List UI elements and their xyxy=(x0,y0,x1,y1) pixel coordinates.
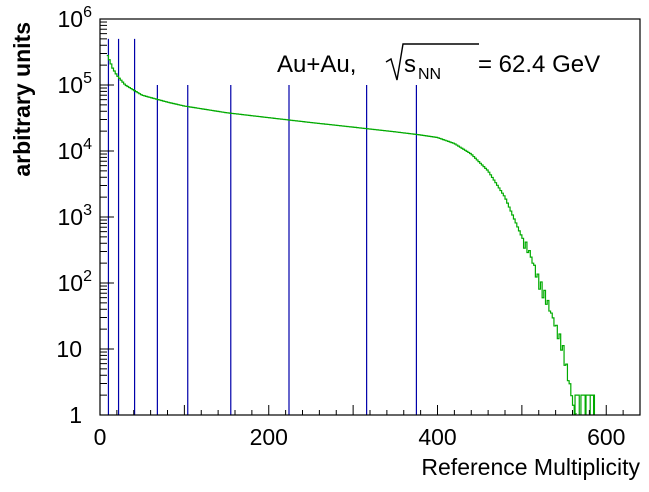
plot-frame xyxy=(99,18,641,416)
multiplicity-distribution-line xyxy=(106,54,578,416)
x-tick-label: 600 xyxy=(587,424,625,450)
x-axis-label: Reference Multiplicity xyxy=(421,454,640,480)
annotation-subscript: NN xyxy=(418,66,441,83)
annotation-suffix: = 62.4 GeV xyxy=(478,51,600,78)
y-tick-label: 10 xyxy=(56,336,82,362)
centrality-cut-lines xyxy=(107,38,418,415)
svg-text:NN: NN xyxy=(418,66,441,83)
svg-text:= 62.4 GeV: = 62.4 GeV xyxy=(478,51,600,78)
annotation-prefix: Au+Au, xyxy=(277,51,356,78)
x-tick-label: 400 xyxy=(418,424,456,450)
sqrt-sign xyxy=(385,43,479,81)
annotation-s: s xyxy=(404,51,416,78)
x-tick-label: 200 xyxy=(250,424,288,450)
x-tick-label: 0 xyxy=(94,424,107,450)
series-group xyxy=(106,54,596,416)
y-axis-ticks: 1 10 102 103 104 105 106 xyxy=(56,4,114,428)
y-tick-label: 102 xyxy=(58,268,93,296)
x-axis-ticks: 0 200 400 600 xyxy=(94,405,641,450)
y-tick-label: 1 xyxy=(69,402,82,428)
y-axis-label: arbitrary units xyxy=(9,22,35,177)
y-tick-label: 104 xyxy=(58,136,93,164)
system-energy-annotation: Au+Au, s NN = 62.4 GeV xyxy=(277,43,600,83)
y-tick-label: 106 xyxy=(58,4,93,32)
svg-text:s: s xyxy=(404,51,416,78)
y-tick-label: 105 xyxy=(58,70,93,98)
y-tick-label: 103 xyxy=(58,202,93,230)
tail-bin-3 xyxy=(589,394,596,415)
svg-text:Au+Au,: Au+Au, xyxy=(277,51,356,78)
tail-bin-1 xyxy=(580,394,586,415)
tail-bin-0 xyxy=(574,394,580,415)
